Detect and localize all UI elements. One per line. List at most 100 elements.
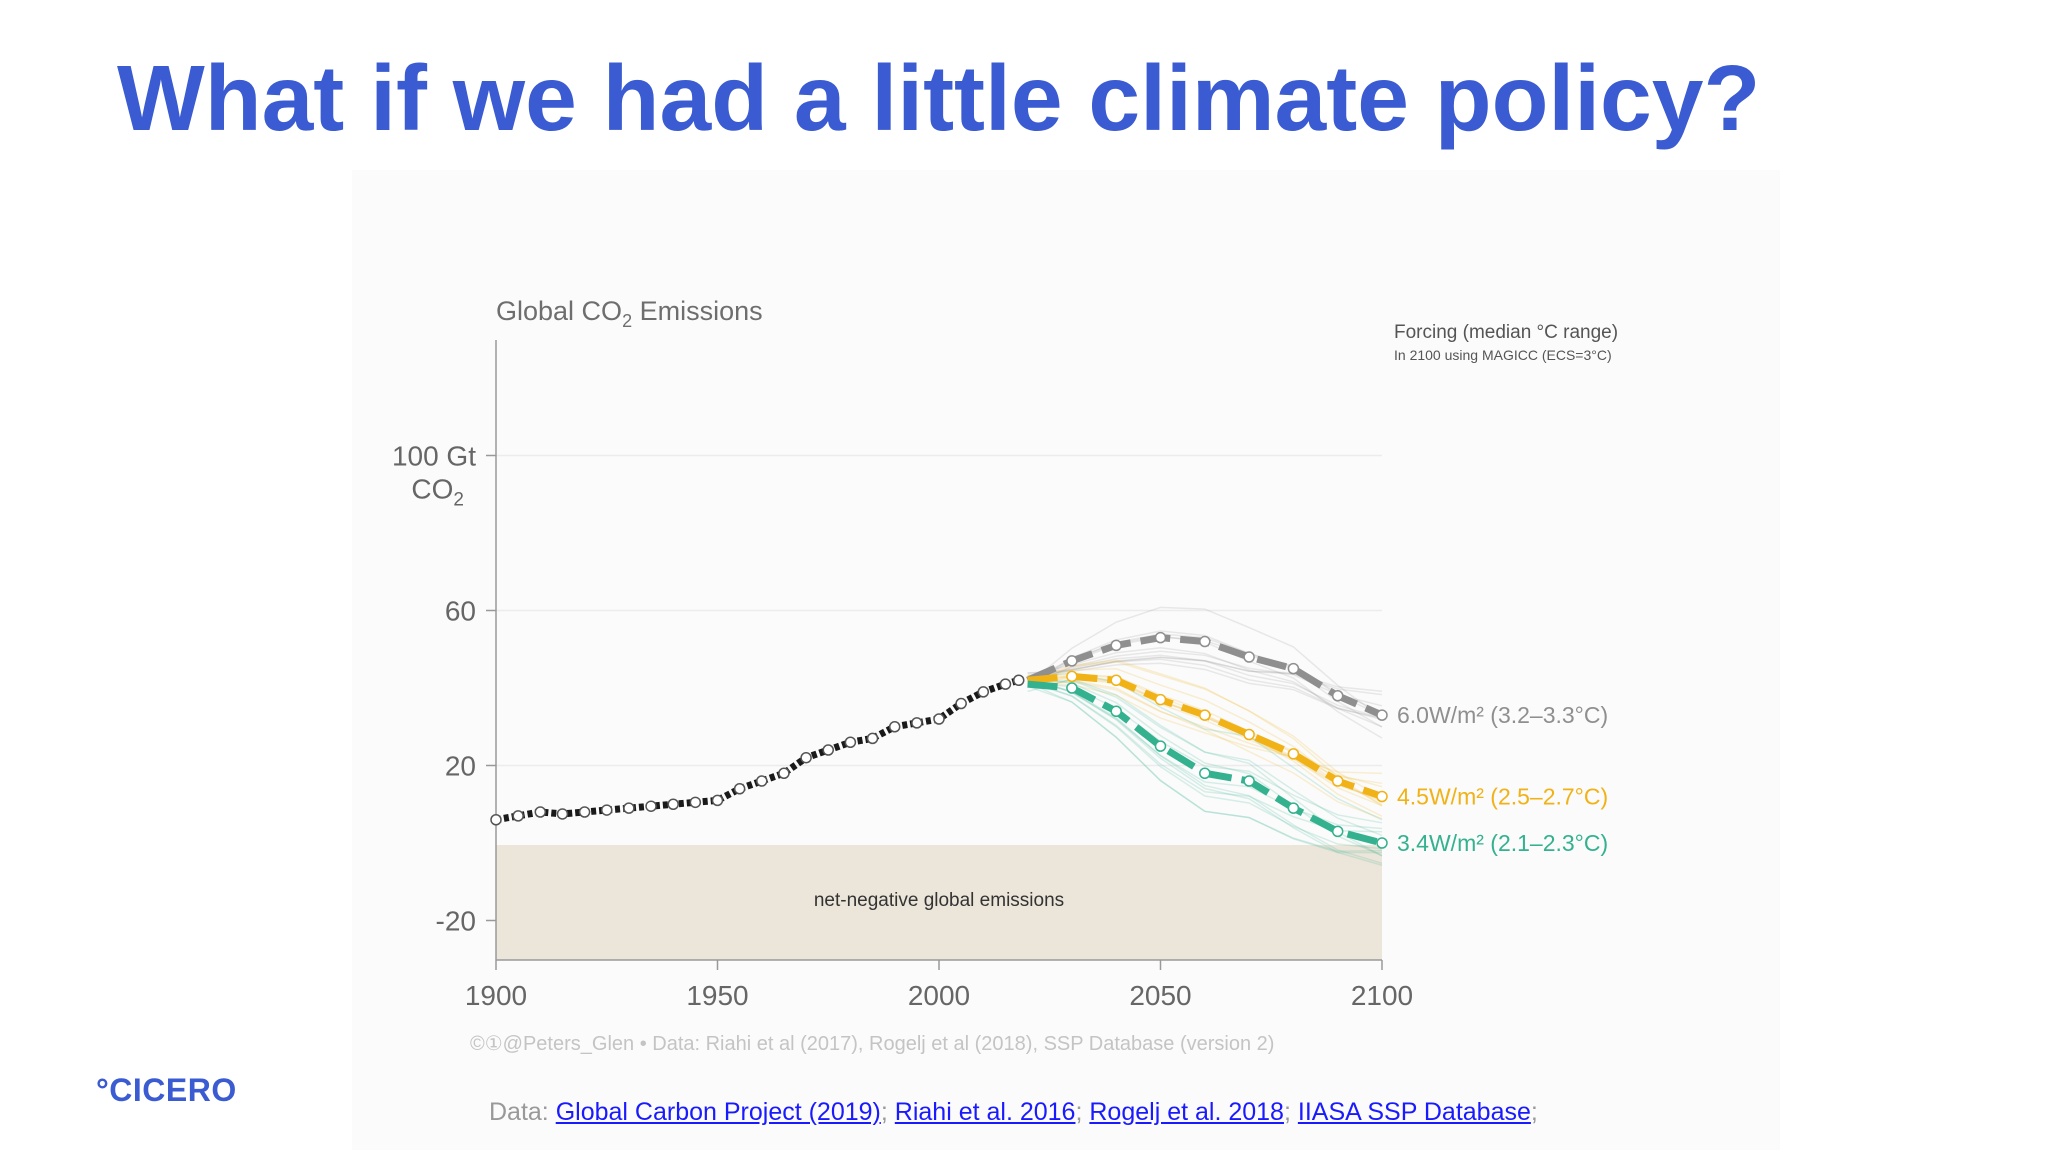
historical-point	[888, 721, 901, 733]
series-point	[1287, 748, 1300, 760]
scenario-ensemble-line	[1027, 650, 1383, 707]
series-point	[1154, 631, 1167, 644]
series-point	[1199, 635, 1211, 648]
series-point	[1110, 705, 1122, 717]
scenario-ensemble-line	[1027, 606, 1383, 719]
x-tick-label: 1950	[686, 980, 748, 1011]
source-link-rogelj[interactable]: Rogelj et al. 2018	[1089, 1098, 1284, 1126]
source-link-iiasa[interactable]: IIASA SSP Database	[1297, 1098, 1531, 1126]
series-point	[1376, 837, 1388, 849]
x-tick-label: 2050	[1129, 980, 1191, 1011]
series-point	[1331, 775, 1344, 787]
scenario-ensemble-line	[1027, 682, 1383, 852]
series-point	[1287, 802, 1300, 814]
scenario-ensemble-line	[1027, 668, 1383, 806]
y-tick-label: 60	[445, 596, 476, 627]
series-point	[1376, 709, 1388, 721]
scenario-ensemble-line	[1027, 679, 1383, 820]
scenario-ensemble-line	[1027, 685, 1383, 854]
x-tick-label: 2000	[908, 980, 970, 1011]
cicero-logo: °CICERO	[96, 1072, 237, 1108]
historical-point	[844, 736, 857, 748]
historical-point	[1012, 674, 1025, 686]
series-point	[1110, 674, 1122, 686]
data-sources: Data: Global Carbon Project (2019); Riah…	[489, 1098, 1538, 1127]
sources-prefix: Data:	[489, 1098, 556, 1126]
series-point	[1066, 682, 1078, 694]
series-point	[1199, 709, 1211, 721]
source-link-gcp[interactable]: Global Carbon Project (2019)	[555, 1098, 881, 1126]
series-label: 4.5W/m² (2.5–2.7°C)	[1397, 784, 1608, 810]
y-tick-label: 20	[445, 751, 476, 782]
scenario-ensemble-line	[1027, 630, 1383, 728]
series-point	[1243, 775, 1255, 787]
historical-point	[955, 697, 967, 710]
scenario-ensemble-line	[1027, 683, 1383, 775]
historical-point	[999, 678, 1012, 690]
series-point	[1110, 639, 1122, 652]
scenario-ensemble-line	[1027, 659, 1383, 807]
historical-point	[977, 686, 990, 698]
scenario-ensemble-line	[1027, 647, 1383, 728]
sources-separator: ;	[1283, 1098, 1298, 1126]
historical-point	[733, 783, 746, 795]
historical-point	[756, 775, 768, 787]
chart-credit: ©①@Peters_Glen • Data: Riahi et al (2017…	[470, 1033, 1274, 1055]
historical-point	[623, 802, 635, 814]
historical-point	[911, 717, 923, 729]
historical-point	[667, 798, 679, 810]
sources-suffix: ;	[1530, 1098, 1538, 1126]
scenario-ensemble-line	[1027, 656, 1383, 696]
historical-point	[822, 744, 834, 756]
chart-title-subscript: 2	[622, 311, 632, 331]
sources-separator: ;	[880, 1098, 895, 1126]
series-point	[1066, 655, 1078, 667]
series-point	[1243, 728, 1255, 741]
net-negative-label: net-negative global emissions	[814, 890, 1064, 911]
scenario-ensemble-line	[1027, 660, 1383, 799]
series-point	[1331, 690, 1344, 702]
historical-point	[800, 752, 812, 764]
chart-title-rest: Emissions	[632, 296, 763, 326]
scenario-ensemble-line	[1027, 675, 1383, 866]
scenario-ensemble-line	[1027, 654, 1383, 719]
chart-title: Global CO2 Emissions	[496, 296, 763, 331]
historical-point	[578, 806, 591, 818]
historical-point	[534, 806, 547, 818]
scenario-ensemble-line	[1027, 677, 1383, 830]
scenario-ensemble-line	[1027, 680, 1383, 850]
source-link-riahi[interactable]: Riahi et al. 2016	[894, 1098, 1076, 1126]
scenario-ensemble-line	[1027, 678, 1383, 865]
historical-point	[601, 804, 613, 816]
y-tick-label: -20	[436, 906, 476, 937]
historical-point	[778, 767, 790, 779]
historical-point	[689, 796, 702, 809]
scenario-ensemble-line	[1027, 679, 1383, 837]
historical-point	[512, 810, 524, 822]
series-point	[1287, 662, 1300, 675]
historical-point	[866, 732, 879, 745]
historical-point	[933, 713, 945, 725]
scenario-ensemble-line	[1027, 680, 1383, 785]
series-point	[1331, 825, 1344, 838]
y-axis-label: 100 Gt	[392, 441, 476, 472]
sources-separator: ;	[1075, 1098, 1090, 1126]
series-point	[1066, 670, 1078, 683]
series-point	[1376, 790, 1388, 803]
x-tick-label: 1900	[465, 980, 527, 1011]
series-point	[1199, 767, 1211, 779]
historical-point	[711, 794, 724, 807]
chart-panel: net-negative global emissions 60 20 -20 100…	[352, 170, 1780, 1150]
legend-subtitle: In 2100 using MAGICC (ECS=3°C)	[1394, 347, 1612, 363]
emissions-chart: net-negative global emissions 60 20 -20 100…	[392, 296, 1618, 1055]
historical-line	[495, 676, 1020, 824]
scenario-ensemble-line	[1027, 658, 1383, 721]
series-label: 6.0W/m² (3.2–3.3°C)	[1397, 702, 1608, 728]
slide-title: What if we had a little climate policy?	[117, 46, 1761, 150]
historical-point	[556, 808, 569, 820]
historical-point	[490, 814, 502, 826]
series-point	[1243, 651, 1255, 663]
legend-title: Forcing (median °C range)	[1394, 322, 1618, 343]
scenario-ensemble-line	[1027, 662, 1383, 719]
chart-title-main: Global CO	[496, 296, 622, 326]
